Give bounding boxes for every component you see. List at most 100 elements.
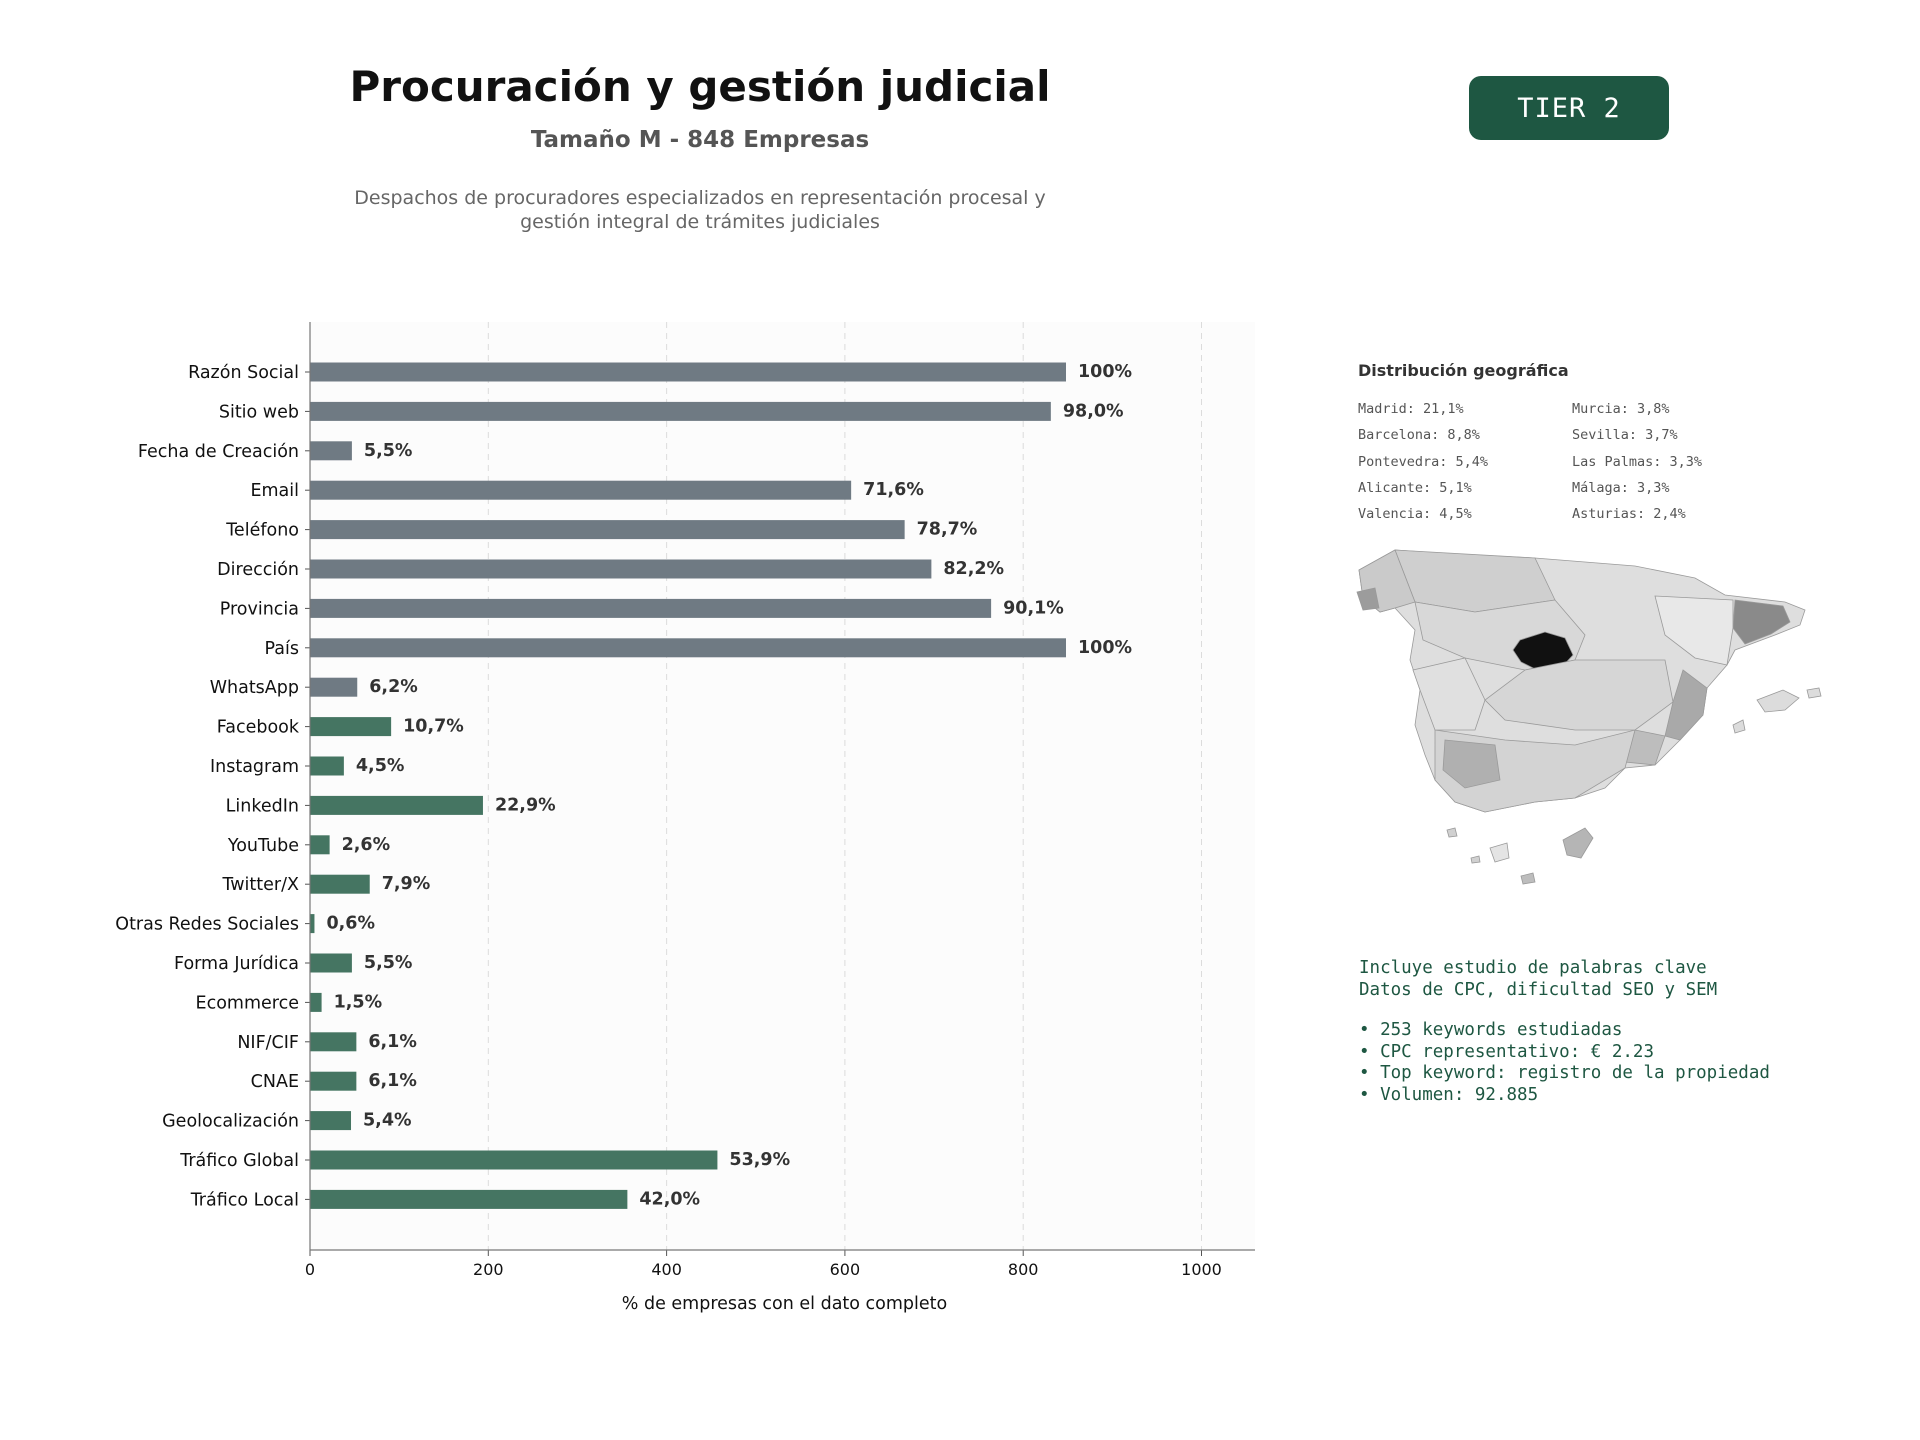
map-baleares-minor [1806, 687, 1822, 699]
map-canarias-tiny [1470, 855, 1481, 864]
bar [310, 756, 344, 776]
geo-item-asturias: Asturias: 2,4% [1572, 506, 1686, 522]
category-label: Ecommerce [196, 993, 299, 1013]
geo-item-las-palmas: Las Palmas: 3,3% [1572, 454, 1703, 470]
bar [310, 638, 1066, 658]
category-label: Provincia [220, 599, 299, 619]
data-label: 78,7% [917, 520, 978, 540]
bar [310, 914, 315, 934]
geo-distribution-title: Distribución geográfica [1358, 361, 1569, 380]
geo-item-madrid: Madrid: 21,1% [1358, 401, 1464, 417]
page-subtitle: Tamaño M - 848 Empresas [530, 127, 870, 153]
bar [310, 1150, 718, 1170]
data-label: 6,1% [368, 1032, 417, 1052]
category-label: Forma Jurídica [174, 954, 299, 974]
x-tick-label: 200 [473, 1260, 504, 1279]
keyword-cpc: • CPC representativo: € 2.23 [1359, 1041, 1655, 1062]
geo-item-barcelona: Barcelona: 8,8% [1358, 427, 1480, 443]
map-region-sevilla [1442, 739, 1501, 789]
x-tick-label: 800 [1008, 1260, 1039, 1279]
bar [310, 953, 352, 973]
category-label: Facebook [217, 718, 300, 738]
category-label: Email [250, 481, 299, 501]
data-label: 6,1% [368, 1071, 417, 1091]
tier-badge: TIER 2 [1469, 76, 1669, 140]
bar [310, 1032, 357, 1052]
data-label: 4,5% [356, 756, 405, 776]
geo-item-sevilla: Sevilla: 3,7% [1572, 427, 1678, 443]
bar [310, 520, 905, 540]
bar [310, 795, 483, 815]
keyword-study-box: Incluye estudio de palabras clave Datos … [1359, 958, 1770, 1106]
keyword-volume: • Volumen: 92.885 [1359, 1084, 1539, 1105]
data-label: 2,6% [342, 835, 391, 855]
data-label: 82,2% [943, 559, 1004, 579]
description-line-1: Despachos de procuradores especializados… [354, 187, 1046, 209]
category-label: Otras Redes Sociales [115, 915, 299, 935]
data-label: 42,0% [639, 1189, 700, 1209]
bar [310, 480, 852, 500]
category-label: Tráfico Global [179, 1151, 299, 1171]
category-label: Dirección [217, 560, 299, 580]
category-label: YouTube [227, 836, 299, 856]
data-label: 1,5% [334, 992, 383, 1012]
bar [310, 874, 370, 894]
bar [310, 677, 358, 697]
category-label: Sitio web [219, 402, 299, 422]
description-line-2: gestión integral de trámites judiciales [520, 211, 880, 233]
bar [310, 401, 1051, 421]
category-label: LinkedIn [226, 796, 299, 816]
data-label: 5,5% [364, 441, 413, 461]
bar [310, 992, 322, 1012]
map-canarias-mid [1489, 842, 1510, 863]
data-label: 71,6% [863, 480, 924, 500]
x-tick-label: 1000 [1181, 1260, 1222, 1279]
bar [310, 1111, 352, 1131]
data-label: 53,9% [729, 1150, 790, 1170]
page-title: Procuración y gestión judicial [349, 62, 1051, 111]
category-label: Tráfico Local [190, 1190, 299, 1210]
map-ibiza [1732, 719, 1746, 734]
keyword-count: • 253 keywords estudiadas [1359, 1020, 1623, 1040]
data-label: 5,4% [363, 1111, 412, 1131]
bar [310, 835, 330, 855]
data-label: 5,5% [364, 953, 413, 973]
geo-item-malaga: Málaga: 3,3% [1572, 480, 1670, 496]
bar [310, 1189, 628, 1209]
map-region-aragon [1654, 595, 1734, 666]
data-label: 22,9% [495, 795, 556, 815]
data-label: 10,7% [403, 717, 464, 737]
data-completeness-bar-chart: 0 200 400 600 800 1000 Razón Social 100% Sitio w… [115, 322, 1255, 1314]
category-label: Twitter/X [221, 875, 299, 895]
spain-choropleth-map [1356, 549, 1822, 885]
data-label: 100% [1078, 638, 1132, 658]
bar [310, 717, 392, 737]
category-label: NIF/CIF [237, 1033, 299, 1053]
data-label: 0,6% [326, 914, 375, 934]
map-region-extremadura [1412, 657, 1486, 731]
category-label: Teléfono [225, 521, 299, 541]
category-label: Geolocalización [162, 1112, 299, 1132]
map-region-pontevedra [1356, 587, 1380, 611]
category-label: CNAE [251, 1072, 299, 1092]
category-label: País [265, 639, 299, 659]
x-axis-label: % de empresas con el dato completo [622, 1294, 947, 1314]
geo-item-murcia: Murcia: 3,8% [1572, 401, 1670, 417]
bar [310, 559, 932, 579]
data-label: 6,2% [369, 677, 418, 697]
data-label: 98,0% [1063, 401, 1124, 421]
category-label: Razón Social [188, 363, 299, 383]
plot-background [310, 322, 1255, 1250]
keyword-top: • Top keyword: registro de la propiedad [1359, 1063, 1770, 1083]
bar [310, 1071, 357, 1091]
x-tick-label: 600 [830, 1260, 861, 1279]
bar [310, 441, 352, 461]
map-canarias-east [1562, 827, 1594, 859]
category-label: Fecha de Creación [138, 442, 299, 462]
data-label: 100% [1078, 362, 1132, 382]
geo-item-valencia: Valencia: 4,5% [1358, 506, 1472, 522]
map-region-castilla-la-mancha [1484, 659, 1674, 731]
keyword-intro-line-1: Incluye estudio de palabras clave [1359, 958, 1707, 978]
bar [310, 598, 992, 618]
sector-description: Despachos de procuradores especializados… [250, 186, 1150, 234]
